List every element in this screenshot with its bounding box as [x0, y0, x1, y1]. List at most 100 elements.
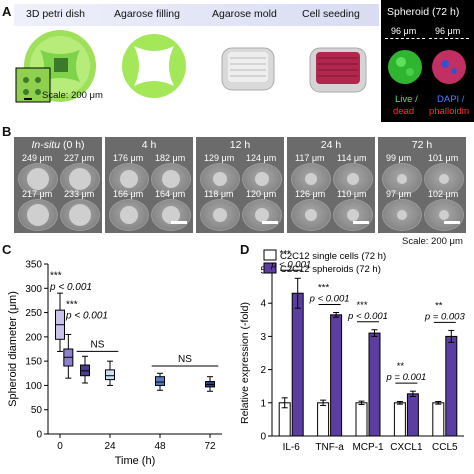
bar [406, 393, 419, 437]
diameter-label: 97 μm [386, 189, 412, 199]
petri-dish-image [15, 30, 96, 103]
dapi-label: DAPI / [437, 94, 465, 105]
timepoint-header: 4 h [105, 139, 193, 151]
p-value: p < 0.001 [347, 311, 388, 322]
diameter-label: 166 μm [113, 189, 144, 199]
spheroid-blob [255, 172, 269, 186]
diameter-label: 176 μm [113, 153, 144, 163]
header-text: (0 h) [60, 139, 85, 151]
microwell [333, 199, 373, 231]
cell-seeding-image [309, 47, 367, 93]
microwell [333, 163, 373, 195]
diameter-label: 118 μm [204, 189, 234, 199]
phalloidin-label: phalloidin [429, 106, 470, 117]
spheroid-blob [27, 168, 49, 190]
step-label-filling: Agarose filling [114, 8, 180, 20]
legend-label: C2C12 spheroids (72 h) [280, 264, 381, 275]
microwell [424, 199, 464, 231]
significance-stars: ** [397, 361, 405, 372]
x-tick-label: 48 [154, 441, 166, 452]
step-label-seeding: Cell seeding [302, 8, 360, 20]
x-tick-label: CXCL1 [390, 442, 423, 453]
bar [393, 402, 406, 437]
microwell [18, 163, 58, 195]
timepoint-column-3: 24 h 117 μm 114 μm 126 μm 110 μm [287, 137, 375, 233]
y-tick-label: 0 [36, 430, 42, 441]
x-tick-label: IL-6 [283, 442, 301, 453]
diameter-label: 126 μm [295, 189, 326, 199]
diameter-label: 102 μm [428, 189, 459, 199]
microwell [200, 163, 240, 195]
significance-stars: *** [50, 271, 62, 282]
diameter-label: 120 μm [246, 189, 277, 199]
p-value: p < 0.001 [65, 310, 108, 321]
diameter-label: 99 μm [386, 153, 412, 163]
legend-swatch [263, 262, 277, 274]
live-label: Live / [395, 94, 418, 105]
spheroid-blob [439, 210, 449, 220]
significance-stars: *** [318, 282, 329, 293]
bar [432, 402, 445, 437]
p-value: p = 0.003 [424, 311, 466, 322]
spheroid-blob [347, 209, 359, 221]
diameter-label: 182 μm [155, 153, 186, 163]
y-tick-label: 2 [260, 365, 266, 376]
header-text: 12 h [229, 139, 251, 151]
agarose-filling-image [122, 34, 186, 98]
header-text: 72 h [411, 139, 433, 151]
legend-swatch [263, 249, 277, 261]
microwell [382, 163, 422, 195]
microwell [242, 163, 282, 195]
diameter-label: 110 μm [337, 189, 367, 199]
spheroid-blob [120, 206, 138, 224]
p-value: p = 0.001 [385, 372, 426, 383]
microwell [424, 163, 464, 195]
microwell [60, 199, 100, 231]
timepoint-column-1: 4 h 176 μm 182 μm 166 μm 164 μm [105, 137, 193, 233]
spheroid-images [388, 50, 466, 84]
y-tick-label: 150 [25, 357, 42, 368]
timepoint-header: 72 h [378, 139, 466, 151]
timepoint-column-2: 12 h 129 μm 124 μm 118 μm 120 μm [196, 137, 284, 233]
diameter-label: 217 μm [22, 189, 53, 199]
microwell [151, 199, 191, 231]
y-tick-label: 250 [25, 308, 42, 319]
legend-label: C2C12 single cells (72 h) [280, 251, 386, 262]
diameter-label: 233 μm [64, 189, 95, 199]
diameter-label: 227 μm [64, 153, 95, 163]
y-tick-label: 300 [25, 284, 42, 295]
y-tick-label: 0 [260, 432, 266, 443]
microwell [60, 163, 100, 195]
bar [368, 332, 381, 437]
x-tick-label: MCP-1 [352, 442, 384, 453]
spheroid-blob [27, 204, 49, 226]
box-body [155, 376, 165, 386]
panel-label-b: B [2, 124, 12, 139]
spheroid-blob [305, 173, 317, 185]
microwell [242, 199, 282, 231]
diameter-label: 101 μm [428, 153, 459, 163]
dapi-size-line [429, 38, 469, 39]
y-axis-title: Relative expression (-fold) [239, 302, 251, 424]
diameter-label: 114 μm [337, 153, 367, 163]
y-tick-label: 5 [260, 266, 266, 277]
spheroid-blob [213, 208, 227, 222]
expression-bar-chart: 0 1 2 3 4 5 Relative expression (-fold) C2C12 s… [239, 248, 466, 453]
scale-bar [171, 221, 187, 224]
x-tick-label: CCL5 [432, 442, 458, 453]
microwell [291, 163, 331, 195]
significance-stars: *** [66, 300, 78, 311]
diameter-box-chart: 0 50 100 150 200 250 300 350 0 24 48 72 Time (h) Sphe… [7, 260, 222, 467]
dead-label: dead [393, 106, 415, 117]
bar [355, 402, 368, 437]
microwell [200, 199, 240, 231]
agarose-mold-image [221, 47, 275, 91]
spheroid-blob [397, 174, 407, 184]
spheroid-blob [120, 170, 138, 188]
ns-label: NS [178, 354, 192, 365]
y-axis-title: Spheroid diameter (μm) [7, 291, 19, 407]
ns-label: NS [91, 339, 105, 350]
spheroid-blob [439, 174, 449, 184]
microwell [151, 163, 191, 195]
scale-bar [262, 221, 278, 224]
